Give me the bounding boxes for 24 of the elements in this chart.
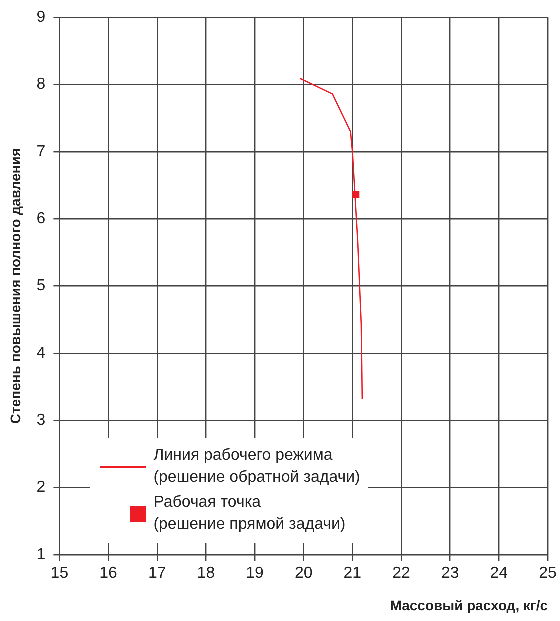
y-tick-label: 2 (36, 479, 46, 496)
y-axis-title: Степень повышения полного давления (7, 148, 24, 424)
y-tick-label: 4 (36, 344, 46, 362)
y-tick-label: 5 (36, 278, 46, 295)
x-tick-label: 15 (50, 565, 69, 582)
y-tick-label: 3 (36, 412, 46, 430)
x-tick-label: 21 (344, 565, 362, 582)
x-tick-label: 17 (148, 565, 166, 582)
x-tick-label: 20 (294, 565, 313, 582)
x-tick-label: 19 (246, 565, 264, 582)
legend-label: Линия рабочего режима (решение обратной задачи) (154, 446, 360, 488)
y-tick-label: 9 (36, 9, 46, 26)
y-tick-label: 8 (36, 76, 46, 94)
legend-label: Рабочая точка (решение прямой задачи) (154, 493, 346, 535)
x-tick-label: 25 (539, 565, 557, 582)
y-tick-label: 6 (36, 210, 46, 228)
x-tick-label: 23 (441, 565, 460, 582)
x-tick-label: 16 (100, 565, 118, 582)
x-axis-title: Массовый расход, кг/с (390, 597, 548, 614)
x-tick-label: 18 (197, 565, 216, 582)
y-tick-label: 1 (36, 546, 46, 564)
x-tick-label: 22 (392, 565, 411, 582)
y-tick-label: 7 (36, 143, 46, 160)
x-tick-label: 24 (490, 565, 508, 582)
